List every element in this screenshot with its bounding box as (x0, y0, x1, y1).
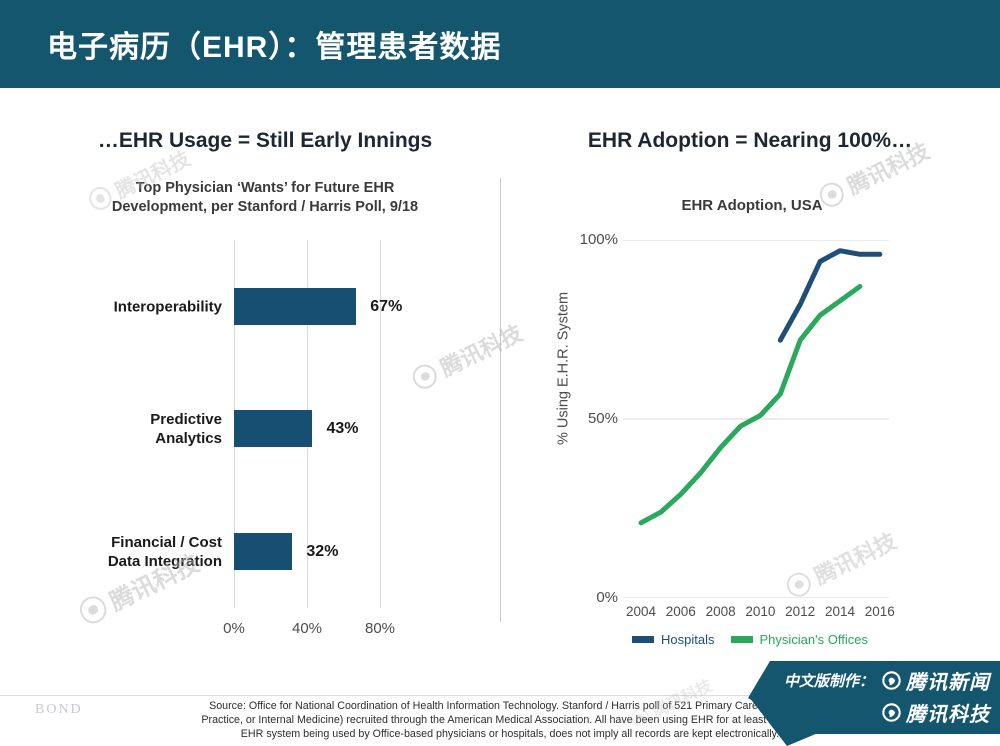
legend-item: Physician's Offices (730, 632, 868, 647)
source-line: Source: Office for National Coordination… (209, 700, 811, 712)
x-tick-label: 2016 (864, 604, 895, 619)
bar (234, 410, 313, 447)
bar-chart-subtitle: Top Physician ‘Wants’ for Future EHR Dev… (111, 180, 419, 215)
bar-chart-title: …EHR Usage = Still Early Innings (97, 129, 433, 152)
x-tick-label: 2010 (745, 604, 776, 619)
y-tick-label: 0% (596, 589, 618, 606)
footer-divider (0, 695, 1000, 696)
tencent-news-label: 腾讯新闻 (906, 672, 990, 694)
source-line: EHR system being used by Office-based ph… (240, 727, 780, 740)
slide-title: 电子病历（EHR）：管理患者数据 (47, 31, 502, 64)
bar-plot-area: 67% 43% 32% (234, 240, 500, 608)
bar-gridline (380, 240, 381, 608)
bar-x-axis: 0% 40% 80% (223, 620, 534, 640)
tencent-logo-icon (882, 671, 901, 690)
bar-value-label: 67% (370, 298, 403, 315)
legend-label: Hospitals (661, 632, 715, 647)
x-tick-label: 2006 (665, 604, 696, 619)
bar-x-tick-label: 40% (291, 620, 323, 637)
tencent-tech-label: 腾讯科技 (906, 704, 990, 726)
tencent-banner: 中文版制作： 腾讯新闻 腾讯科技 (748, 661, 1000, 734)
source-line: Practice, or Internal Medicine) recruite… (201, 713, 819, 726)
banner-row-tech: 腾讯科技 (882, 698, 990, 727)
banner-prefix: 中文版制作： (783, 673, 874, 690)
line-chart-subtitle: EHR Adoption, USA (681, 197, 823, 214)
y-tick-label: 50% (587, 410, 618, 427)
bar-category-label: Predictive Analytics (150, 411, 222, 447)
tencent-logo-icon (882, 703, 901, 722)
line-chart-title: EHR Adoption = Nearing 100%… (587, 129, 913, 152)
slide-header: 电子病历（EHR）：管理患者数据 (0, 0, 1000, 88)
bond-logo: BOND (35, 702, 83, 717)
series-line-physician-s-offices (638, 284, 863, 526)
legend-dash (730, 636, 753, 643)
bar-category-labels: Interoperability Predictive Analytics Fina… (28, 0, 222, 746)
bar-category-label: Interoperability (113, 298, 222, 316)
x-tick-label: 2014 (824, 604, 856, 619)
series-line-hospitals (777, 248, 883, 343)
legend-label: Physician's Offices (759, 632, 868, 647)
legend-dash (632, 636, 655, 643)
x-tick-label: 2012 (785, 604, 816, 619)
bar (234, 288, 357, 325)
bar (234, 533, 293, 570)
x-tick-label: 2008 (705, 604, 736, 619)
y-axis-title: % Using E.H.R. System (555, 291, 572, 446)
y-tick-label: 100% (579, 231, 618, 248)
bar-x-tick-label: 80% (364, 620, 396, 637)
banner-row-news: 中文版制作： 腾讯新闻 (784, 666, 990, 695)
bar-x-tick-label: 0% (223, 620, 245, 637)
line-plot-area (623, 240, 889, 598)
legend-item: Hospitals (632, 632, 715, 647)
chart-legend: Hospitals Physician's Offices (590, 632, 910, 647)
panel-divider (500, 178, 501, 622)
bar-category-label: Financial / Cost Data Integration (107, 534, 222, 570)
source-note: Source: Office for National Coordination… (115, 700, 905, 741)
bar-value-label: 32% (306, 543, 339, 560)
bar-value-label: 43% (326, 420, 359, 437)
x-tick-label: 2004 (625, 604, 657, 619)
